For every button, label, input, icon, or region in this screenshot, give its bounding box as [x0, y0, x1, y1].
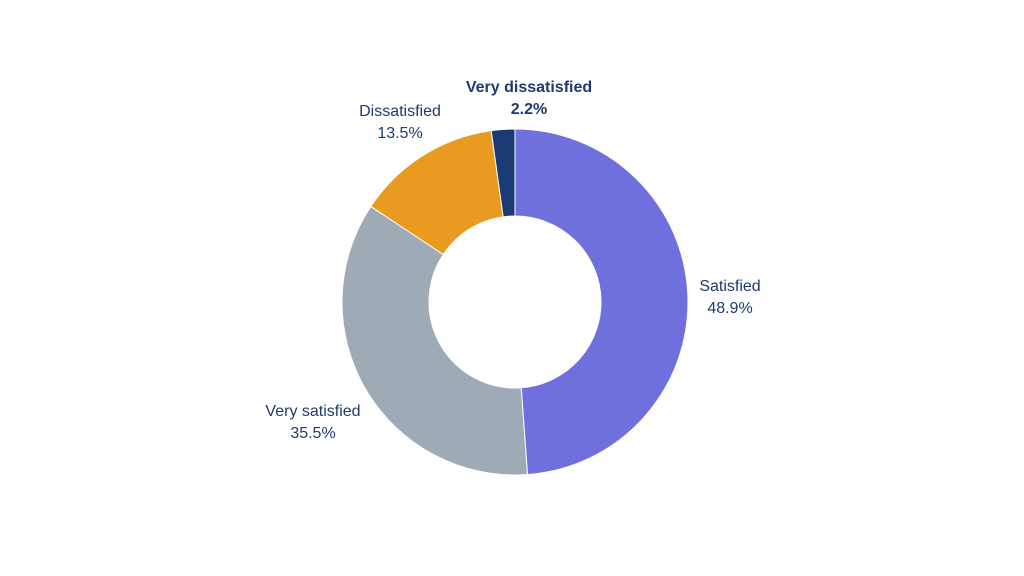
slice-very-satisfied: [341, 205, 529, 476]
slice-label-very-dissatisfied: Very dissatisfied: [466, 79, 592, 96]
donut-slices: [341, 128, 689, 476]
slice-very-dissatisfied: [490, 128, 516, 218]
slice-value-very-satisfied: 35.5%: [290, 425, 335, 442]
slice-value-satisfied: 48.9%: [707, 300, 752, 317]
slice-label-satisfied: Satisfied: [699, 278, 760, 295]
slice-value-dissatisfied: 13.5%: [377, 125, 422, 142]
slice-labels: Satisfied 48.9% Very satisfied 35.5% Dissati…: [265, 79, 760, 442]
slice-value-very-dissatisfied: 2.2%: [511, 101, 547, 118]
slice-label-dissatisfied: Dissatisfied: [359, 103, 441, 120]
slice-satisfied: [514, 128, 689, 476]
slice-label-very-satisfied: Very satisfied: [265, 403, 360, 420]
